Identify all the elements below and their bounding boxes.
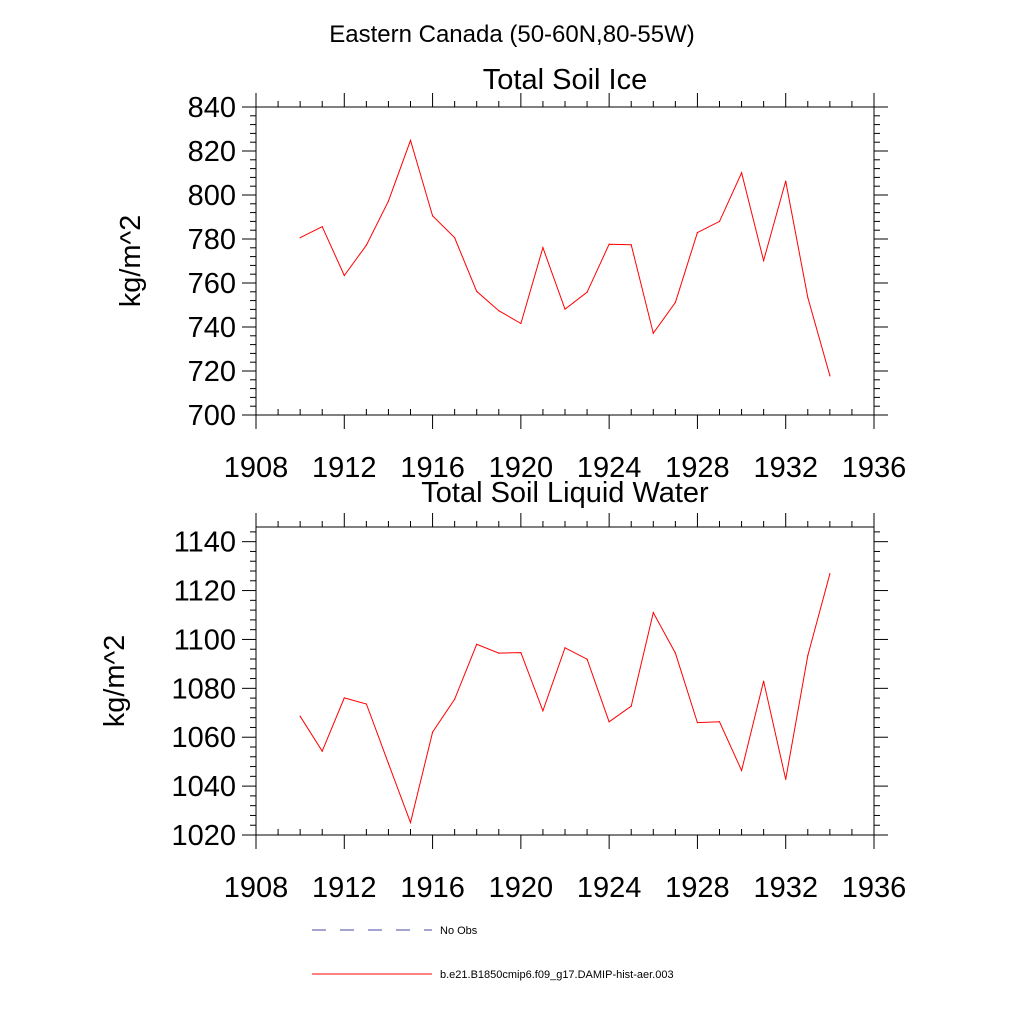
plot-frame — [255, 526, 875, 836]
data-point — [409, 139, 412, 142]
data-point — [387, 200, 390, 202]
data-point — [542, 710, 544, 712]
y-tick-label: 740 — [188, 312, 236, 344]
data-point — [365, 244, 367, 246]
data-point — [740, 769, 743, 772]
y-tick-label: 720 — [188, 356, 236, 388]
data-point — [829, 573, 831, 575]
x-tick-label: 1924 — [577, 872, 642, 904]
y-tick-label: 1140 — [174, 527, 236, 559]
x-tick-label: 1928 — [665, 452, 730, 484]
x-tick-label: 1936 — [842, 452, 907, 484]
legend-entry-model-run: b.e21.B1850cmip6.f09_g17.DAMIP-hist-aer.… — [312, 969, 674, 981]
y-tick-label: 800 — [188, 180, 236, 212]
y-tick-label: 760 — [188, 268, 236, 300]
data-point — [696, 721, 699, 724]
legend-label-model-run: b.e21.B1850cmip6.f09_g17.DAMIP-hist-aer.… — [440, 969, 674, 981]
y-tick-label: 820 — [188, 136, 236, 168]
data-point — [564, 647, 566, 649]
data-point — [498, 310, 500, 312]
x-tick-label: 1936 — [842, 872, 907, 904]
data-point — [586, 658, 588, 660]
y-axis-label: kg/m^2 — [99, 635, 131, 728]
data-point — [299, 715, 301, 717]
x-tick-label: 1916 — [400, 872, 465, 904]
data-point — [387, 762, 390, 764]
x-tick-label: 1916 — [400, 452, 465, 484]
data-point — [454, 698, 456, 700]
y-tick-label: 700 — [188, 400, 236, 432]
data-point — [564, 308, 566, 310]
data-point — [321, 226, 323, 228]
data-point — [652, 332, 654, 334]
data-point — [476, 290, 478, 292]
chart-panel-total-soil-ice: Total Soil Ice kg/m^2 1908 1912 1916 1920 1924… — [115, 64, 906, 484]
x-tick-label: 1920 — [489, 452, 554, 484]
data-point — [608, 721, 610, 723]
data-point — [630, 705, 632, 707]
data-point — [608, 243, 610, 245]
data-point — [498, 652, 500, 654]
data-point — [718, 721, 721, 723]
data-point — [740, 172, 743, 174]
y-tick-label: 1020 — [171, 820, 236, 852]
y-tick-label: 840 — [188, 92, 236, 124]
x-tick-label: 1912 — [312, 872, 377, 904]
data-point — [763, 680, 765, 682]
legend: No Obs b.e21.B1850cmip6.f09_g17.DAMIP-hi… — [312, 925, 674, 981]
data-point — [807, 296, 809, 299]
data-point — [674, 301, 676, 303]
data-point — [785, 778, 787, 780]
x-tick-label: 1908 — [224, 872, 289, 904]
y-axis-label: kg/m^2 — [115, 215, 147, 308]
x-tick-label: 1932 — [753, 452, 818, 484]
series-line — [299, 138, 831, 376]
chart-title: Total Soil Ice — [483, 64, 647, 96]
data-point — [763, 259, 765, 262]
data-point — [299, 237, 301, 239]
data-point — [652, 611, 654, 614]
data-point — [807, 654, 809, 657]
series-line — [299, 573, 831, 825]
data-point — [476, 643, 478, 645]
x-tick-label: 1908 — [224, 452, 289, 484]
data-point — [520, 652, 522, 654]
y-tick-label: 1080 — [171, 673, 236, 705]
data-point — [321, 750, 323, 752]
chart-panel-total-soil-liquid-water: Total Soil Liquid Water kg/m^2 1908 1912 191… — [99, 477, 906, 904]
y-tick-label: 1120 — [174, 576, 236, 608]
y-tick-label: 780 — [188, 224, 236, 256]
data-point — [343, 274, 345, 277]
data-point — [630, 244, 632, 246]
y-tick-label: 1100 — [174, 624, 236, 656]
data-point — [365, 703, 367, 705]
y-tick-label: 1060 — [171, 722, 236, 754]
chart-title: Total Soil Liquid Water — [421, 477, 709, 509]
x-tick-label: 1928 — [665, 872, 730, 904]
data-point — [431, 731, 434, 733]
x-tick-label: 1912 — [312, 452, 377, 484]
data-point — [431, 215, 434, 217]
data-point — [409, 821, 412, 824]
x-tick-label: 1924 — [577, 452, 642, 484]
y-tick-label: 1040 — [171, 771, 236, 803]
data-point — [674, 652, 676, 654]
x-tick-label: 1932 — [753, 872, 818, 904]
legend-entry-no-obs: No Obs — [312, 925, 478, 937]
legend-label-no-obs: No Obs — [440, 925, 478, 937]
x-tick-label: 1920 — [489, 872, 554, 904]
plot-frame — [255, 106, 875, 416]
data-point — [785, 180, 787, 182]
data-point — [542, 246, 544, 249]
data-point — [696, 232, 699, 234]
data-point — [454, 237, 456, 239]
figure-title: Eastern Canada (50-60N,80-55W) — [329, 21, 695, 48]
data-point — [586, 291, 588, 293]
data-point — [343, 697, 345, 699]
data-point — [829, 375, 831, 377]
data-point — [718, 220, 721, 222]
data-point — [520, 322, 522, 325]
